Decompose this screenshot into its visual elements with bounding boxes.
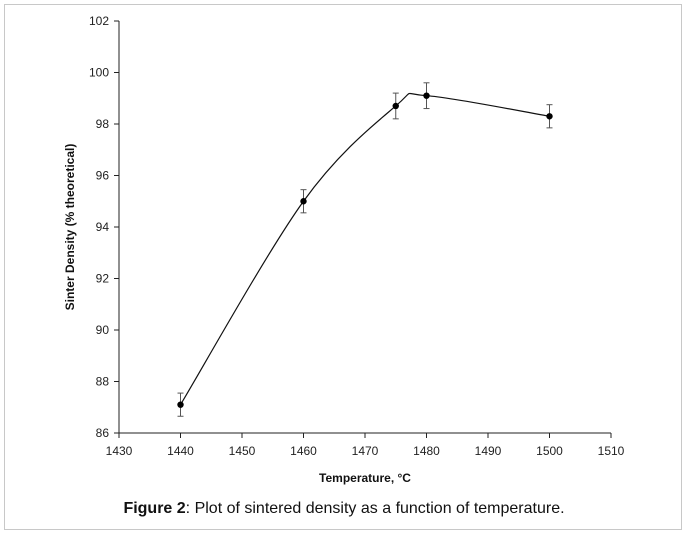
y-tick-label: 90 [96,323,110,337]
figure-label: Figure 2 [123,500,186,517]
y-tick-label: 94 [96,220,110,234]
y-tick-label: 92 [96,272,110,286]
x-tick-label: 1430 [106,444,133,458]
figure-caption: Figure 2: Plot of sintered density as a … [0,500,688,518]
y-tick-label: 96 [96,169,110,183]
figure-caption-text: : Plot of sintered density as a function… [185,500,565,517]
x-tick-label: 1510 [598,444,625,458]
x-tick-label: 1490 [475,444,502,458]
x-tick-label: 1500 [536,444,563,458]
sinter-density-chart: 1430 1440 1450 1460 1470 1480 1490 1500 1510 868… [63,14,625,485]
data-point [177,401,184,408]
x-axis-ticks: 1430 1440 1450 1460 1470 1480 1490 1500 1510 [106,433,625,458]
y-tick-label: 86 [96,426,110,440]
x-tick-label: 1450 [229,444,256,458]
x-tick-label: 1440 [167,444,194,458]
x-tick-label: 1460 [290,444,317,458]
figure-frame [4,4,682,530]
x-tick-label: 1480 [413,444,440,458]
axes [118,21,611,434]
x-axis-title: Temperature, °C [319,471,411,485]
data-point [300,198,307,205]
x-tick-label: 1470 [352,444,379,458]
y-tick-label: 88 [96,375,110,389]
y-tick-label: 98 [96,117,110,131]
y-axis-ticks: 86 88 90 92 94 96 98 100 102 [89,14,119,440]
y-tick-label: 102 [89,14,109,28]
data-point [423,92,430,99]
data-point [546,113,553,120]
y-axis-title: Sinter Density (% theoretical) [63,144,77,311]
density-curve [179,92,550,405]
y-tick-label: 100 [89,66,109,80]
data-point [392,102,399,110]
data-series [177,82,553,417]
